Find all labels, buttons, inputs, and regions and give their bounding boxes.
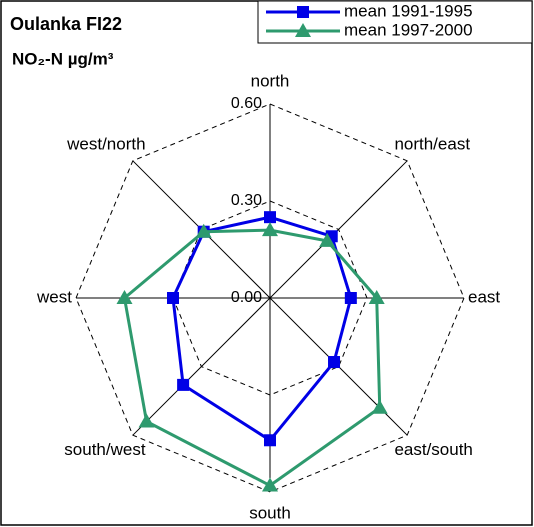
y-tick-label: 0.30 xyxy=(231,192,262,209)
category-label: east/south xyxy=(394,440,472,459)
marker xyxy=(371,399,388,414)
category-label: west xyxy=(36,287,72,306)
marker xyxy=(138,413,155,428)
marker xyxy=(264,434,276,447)
chart-subtitle: NO₂-N µg/m³ xyxy=(12,49,114,68)
legend-marker xyxy=(295,23,311,37)
category-label: south xyxy=(249,503,291,522)
category-label: east xyxy=(468,287,500,306)
marker xyxy=(262,222,278,237)
category-label: north xyxy=(251,71,290,90)
marker xyxy=(328,356,341,369)
category-label: south/west xyxy=(64,440,146,459)
legend-marker xyxy=(297,6,309,18)
marker xyxy=(264,211,276,224)
legend-label: mean 1991-1995 xyxy=(344,1,473,20)
marker xyxy=(262,477,278,492)
category-label: north/east xyxy=(394,135,470,154)
chart-title: Oulanka FI22 xyxy=(10,14,122,34)
marker xyxy=(116,290,133,304)
marker xyxy=(368,290,385,304)
category-label: west/north xyxy=(66,135,145,154)
y-tick-label: 0.00 xyxy=(231,289,262,306)
marker xyxy=(177,378,190,391)
marker xyxy=(195,223,212,238)
legend-label: mean 1997-2000 xyxy=(344,20,473,39)
marker xyxy=(319,232,336,247)
y-tick-label: 0.60 xyxy=(231,95,262,112)
marker xyxy=(167,292,179,304)
marker xyxy=(344,292,357,304)
